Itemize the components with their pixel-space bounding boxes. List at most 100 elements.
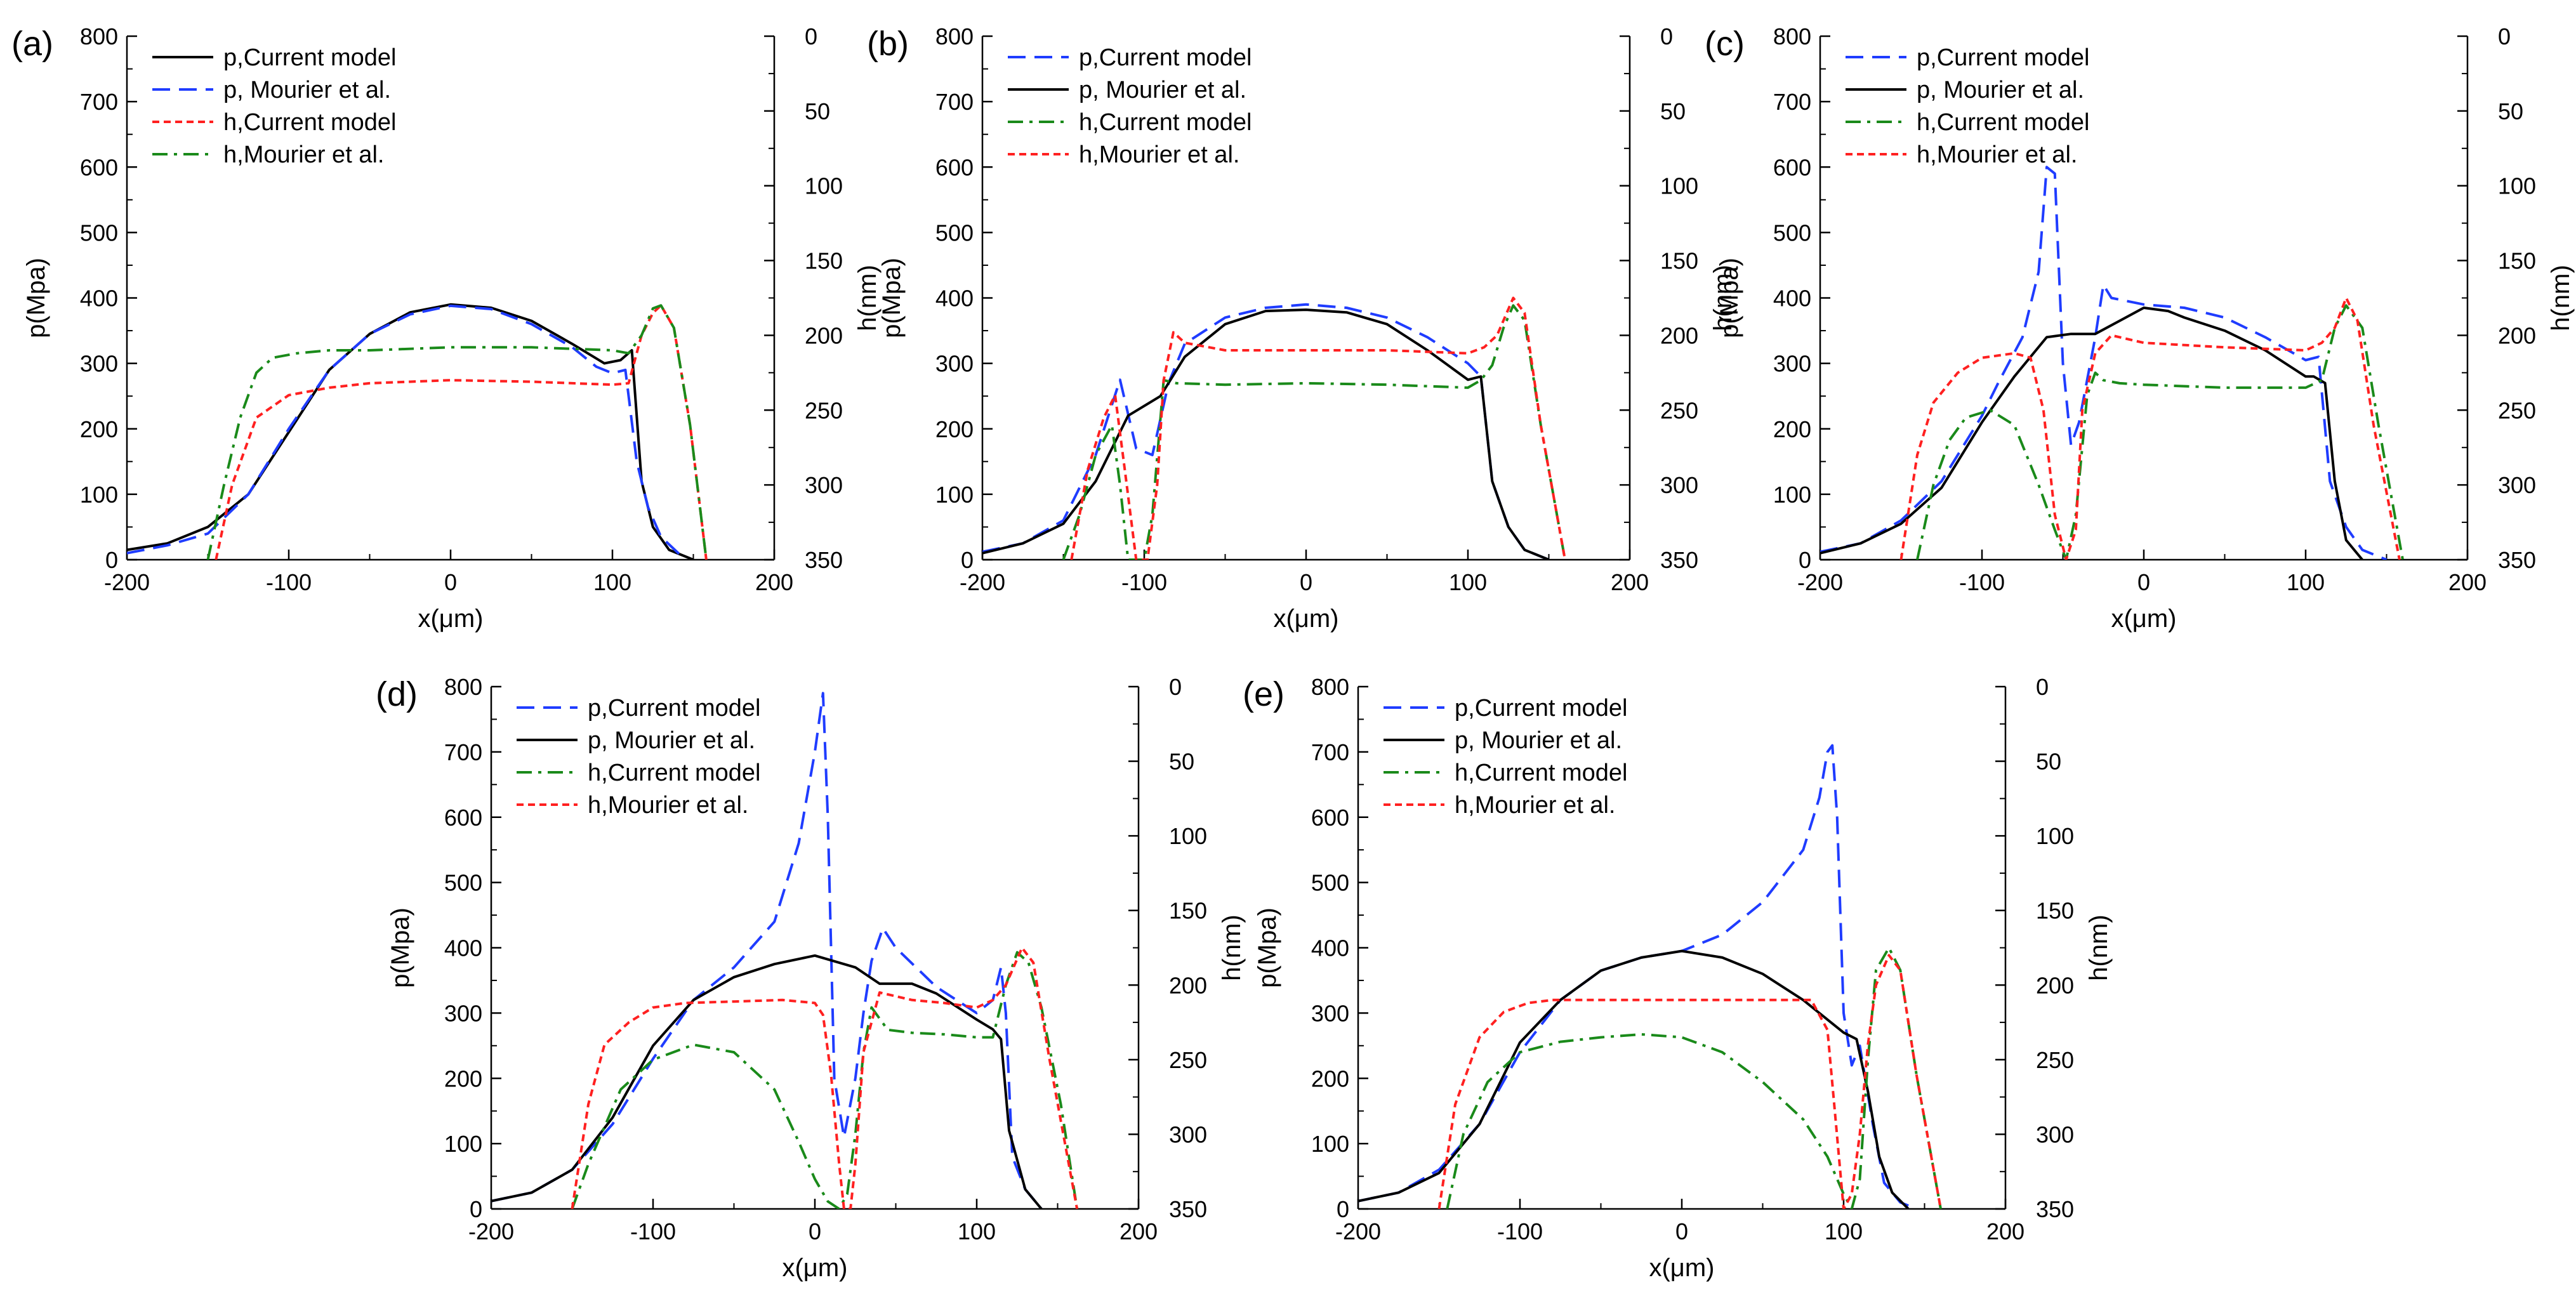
y-tick-label: 100 (1773, 482, 1811, 508)
series-line-2 (571, 951, 1079, 1209)
y2-tick-label: 150 (2498, 248, 2536, 274)
series-line-2 (215, 304, 708, 560)
y-axis-label: p(Mpa) (386, 907, 414, 988)
y2-tick-label: 250 (2498, 397, 2536, 423)
y2-tick-label: 100 (1169, 823, 1207, 849)
series-line-2 (1916, 304, 2404, 560)
y2-tick-label: 150 (805, 248, 843, 274)
x-tick-label: 0 (1675, 1218, 1688, 1244)
y-tick-label: 400 (935, 286, 974, 312)
series-line-3 (571, 946, 1079, 1209)
y-tick-label: 100 (80, 482, 118, 508)
y-tick-label: 500 (444, 870, 482, 896)
y-tick-label: 800 (444, 674, 482, 700)
y-tick-label: 700 (80, 89, 118, 115)
y2-tick-label: 250 (805, 397, 843, 423)
x-tick-label: -200 (960, 569, 1005, 595)
y2-axis-label: h(nm) (854, 265, 882, 331)
legend-label: p,Current model (1455, 695, 1627, 722)
legend-label: p,Current model (588, 695, 760, 722)
x-tick-label: 100 (958, 1218, 996, 1244)
y2-tick-label: 50 (805, 98, 830, 124)
y-tick-label: 400 (444, 935, 482, 961)
panel-label: (e) (1243, 675, 1285, 713)
y2-tick-label: 300 (805, 472, 843, 498)
y-tick-label: 0 (105, 547, 118, 573)
series-line-1 (982, 308, 1550, 560)
x-tick-label: 200 (1986, 1218, 2024, 1244)
y2-tick-label: 250 (2036, 1047, 2074, 1073)
chart-panel-e: -200 -100 0 100 2000100200300400500600700800… (1243, 674, 2113, 1282)
x-tick-label: -100 (1959, 569, 2005, 595)
y-tick-label: 600 (80, 154, 118, 180)
x-tick-label: -100 (1121, 569, 1167, 595)
y-tick-label: 100 (935, 482, 974, 508)
series-line-1 (127, 304, 687, 560)
x-tick-label: -200 (1335, 1218, 1381, 1244)
series-line-2 (1062, 304, 1566, 560)
y-axis-label: p(Mpa) (1253, 907, 1281, 988)
y2-tick-label: 0 (2498, 23, 2511, 49)
series-lines (491, 692, 1079, 1209)
y-tick-label: 200 (1773, 416, 1811, 442)
y2-tick-label: 200 (1169, 972, 1207, 998)
series-lines (127, 303, 708, 560)
y-tick-label: 200 (444, 1065, 482, 1092)
x-tick-label: 200 (1120, 1218, 1158, 1244)
legend: p,Current model p, Mourier et al. h,Curren… (1846, 44, 2089, 168)
x-tick-label: -100 (266, 569, 312, 595)
y-tick-label: 800 (935, 23, 974, 49)
series-lines (1358, 744, 1942, 1209)
chart-panel-a: -200 -100 0 100 2000100200300400500600700800… (11, 23, 882, 633)
y-tick-label: 100 (1311, 1131, 1349, 1157)
y-tick-label: 200 (80, 416, 118, 442)
chart-panel-b: -200 -100 0 100 2000100200300400500600700800… (867, 23, 1737, 633)
legend-label: h,Mourier et al. (223, 142, 384, 168)
x-tick-label: -200 (468, 1218, 514, 1244)
y-tick-label: 700 (1773, 89, 1811, 115)
y2-axis-label: h(nm) (1218, 914, 1246, 980)
y2-tick-label: 50 (2498, 98, 2523, 124)
panel-label: (b) (867, 25, 909, 63)
y-tick-label: 500 (80, 220, 118, 246)
legend-label: h,Current model (1079, 109, 1252, 136)
y-tick-label: 100 (444, 1131, 482, 1157)
y-tick-label: 700 (444, 739, 482, 765)
y-axis-label: p(Mpa) (878, 258, 906, 338)
panel-label: (a) (11, 25, 53, 63)
y-tick-label: 700 (935, 89, 974, 115)
y2-tick-label: 200 (1660, 322, 1698, 348)
series-line-0 (1358, 744, 1917, 1209)
x-axis-label: x(μm) (2111, 605, 2176, 633)
legend: p,Current model p, Mourier et al. h,Curren… (1008, 44, 1252, 168)
y2-tick-label: 100 (805, 173, 843, 199)
legend-label: p, Mourier et al. (1079, 77, 1246, 103)
x-axis-label: x(μm) (1273, 605, 1338, 633)
y2-tick-label: 100 (1660, 173, 1698, 199)
legend-label: p,Current model (223, 44, 396, 71)
y-tick-label: 500 (935, 220, 974, 246)
y-tick-label: 800 (1311, 674, 1349, 700)
y-tick-label: 600 (935, 154, 974, 180)
x-tick-label: 0 (809, 1218, 821, 1244)
y-tick-label: 300 (444, 1000, 482, 1026)
series-line-0 (982, 303, 1550, 560)
y-tick-label: 400 (1773, 286, 1811, 312)
y-axis-label: p(Mpa) (1715, 258, 1743, 338)
y-tick-label: 600 (444, 805, 482, 831)
y2-tick-label: 250 (1660, 397, 1698, 423)
legend: p,Current model p, Mourier et al. h,Curren… (152, 44, 396, 168)
y-tick-label: 400 (80, 286, 118, 312)
y-tick-label: 200 (935, 416, 974, 442)
y2-tick-label: 150 (2036, 898, 2074, 924)
x-axis-label: x(μm) (782, 1254, 847, 1282)
y2-tick-label: 150 (1169, 898, 1207, 924)
y2-axis-label: h(nm) (2547, 265, 2575, 331)
series-lines (1820, 166, 2404, 560)
x-tick-label: 200 (2448, 569, 2487, 595)
legend-label: p, Mourier et al. (1455, 727, 1622, 754)
y-tick-label: 0 (1337, 1196, 1349, 1222)
series-line-2 (1446, 946, 1942, 1209)
series-line-1 (491, 954, 1043, 1209)
